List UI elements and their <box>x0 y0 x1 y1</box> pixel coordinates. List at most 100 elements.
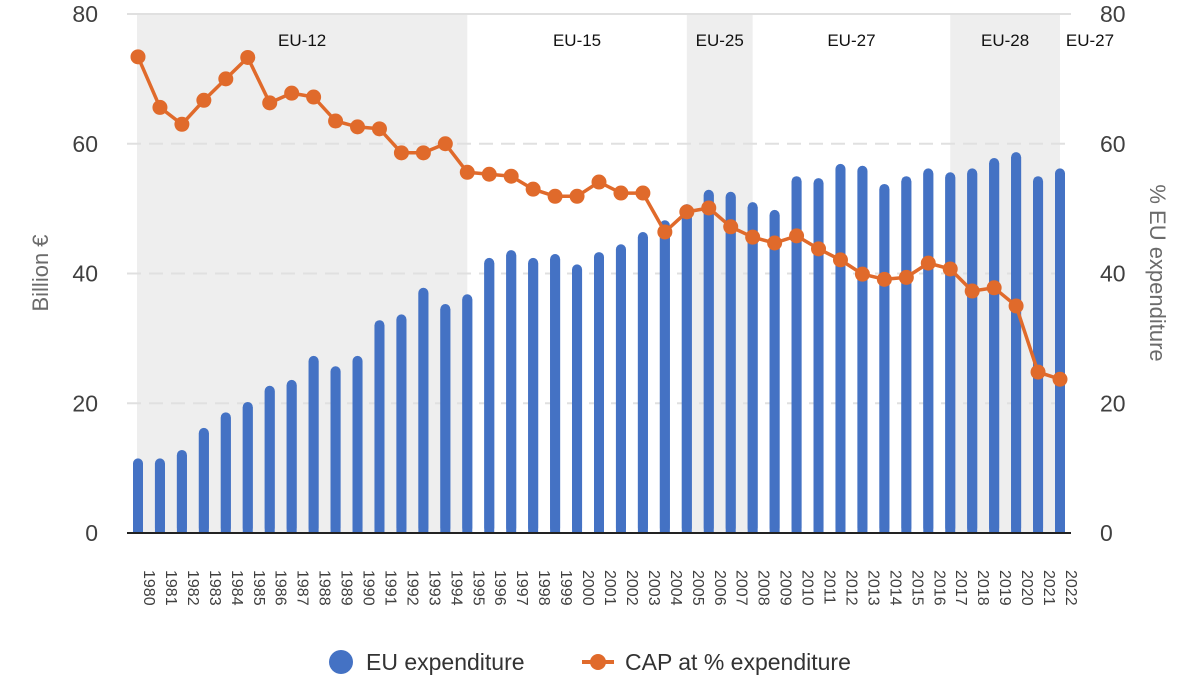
bar-body-1987 <box>286 384 297 533</box>
legend-label-eu-expenditure: EU expenditure <box>366 649 525 675</box>
cap-point-1999 <box>547 188 563 204</box>
x-tick-label: 1985 <box>250 570 267 606</box>
x-tick-label: 2012 <box>842 570 859 606</box>
bar-body-2009 <box>769 214 780 534</box>
y-tick-right: 0 <box>1100 520 1113 546</box>
bar-body-2016 <box>923 173 934 533</box>
x-tick-label: 2008 <box>755 570 772 606</box>
x-tick-label: 2018 <box>974 570 991 606</box>
y-axis-title-right: % EU expenditure <box>1145 184 1170 361</box>
cap-point-1983 <box>196 92 212 108</box>
bar-body-2003 <box>637 236 648 534</box>
bar-body-1983 <box>198 432 209 533</box>
legend-item-cap-share[interactable]: CAP at % expenditure <box>582 649 851 675</box>
cap-point-1998 <box>525 181 541 197</box>
bar-body-1982 <box>176 454 187 533</box>
bar-body-1994 <box>440 308 451 533</box>
band-eu-12 <box>137 14 468 533</box>
cap-point-2013 <box>854 266 870 282</box>
y-tick-right: 80 <box>1100 1 1126 27</box>
legend-item-eu-expenditure[interactable]: EU expenditure <box>329 649 525 675</box>
x-tick-label: 1989 <box>338 570 355 606</box>
cap-point-2008 <box>745 229 761 245</box>
bar-body-2011 <box>813 183 824 534</box>
x-tick-label: 2020 <box>1018 570 1035 606</box>
bar-body-1980 <box>133 463 143 533</box>
membership-bands <box>137 14 1060 533</box>
cap-point-1995 <box>459 164 475 180</box>
cap-point-1981 <box>152 99 168 115</box>
cap-point-2009 <box>767 235 783 251</box>
cap-point-2021 <box>1030 364 1046 380</box>
bar-body-1981 <box>154 463 165 533</box>
x-tick-label: 2009 <box>777 570 794 606</box>
cap-point-2011 <box>811 241 827 257</box>
bar-body-2006 <box>703 194 714 533</box>
bar-body-1990 <box>352 360 363 533</box>
bar-body-1985 <box>242 406 253 533</box>
bar-body-1993 <box>418 292 429 533</box>
y-axis-title-left: Billion € <box>28 234 53 311</box>
band-label: EU-25 <box>696 31 744 50</box>
x-tick-label: 1997 <box>513 570 530 606</box>
x-tick-label: 1995 <box>469 570 486 606</box>
cap-point-1991 <box>371 121 387 137</box>
cap-point-1992 <box>393 145 409 161</box>
cap-point-1988 <box>306 89 322 105</box>
x-tick-label: 1980 <box>140 570 157 606</box>
bar-body-2018 <box>967 173 978 533</box>
x-tick-label: 1990 <box>360 570 377 606</box>
x-tick-label: 2007 <box>733 570 750 606</box>
x-tick-label: 1996 <box>491 570 508 606</box>
cap-point-1990 <box>350 119 366 135</box>
bar-body-1999 <box>550 259 561 533</box>
y-tick-left: 20 <box>72 390 98 416</box>
cap-point-2014 <box>876 271 892 287</box>
y-tick-right: 20 <box>1100 390 1126 416</box>
bar-body-1986 <box>264 390 275 533</box>
x-tick-label: 2005 <box>689 570 706 606</box>
y-tick-left: 0 <box>85 520 98 546</box>
cap-point-1987 <box>284 85 300 101</box>
bar-body-2020 <box>1011 157 1022 533</box>
x-tick-label: 1991 <box>381 570 398 606</box>
cap-point-2010 <box>789 228 805 244</box>
x-tick-label: 1983 <box>206 570 223 606</box>
cap-point-2015 <box>898 269 914 285</box>
bar-body-2001 <box>594 257 604 533</box>
cap-point-2003 <box>635 185 651 201</box>
x-tick-label: 2017 <box>952 570 969 606</box>
legend-bar-swatch-icon <box>329 650 353 674</box>
x-tick-label: 2019 <box>996 570 1013 606</box>
bar-body-1997 <box>506 255 517 533</box>
x-tick-label: 1986 <box>272 570 289 606</box>
x-tick-label: 2000 <box>579 570 596 606</box>
cap-point-2001 <box>591 174 607 190</box>
bar-body-2010 <box>791 181 802 533</box>
band-label: EU-28 <box>981 31 1029 50</box>
x-tick-label: 1982 <box>184 570 201 606</box>
x-tick-label: 1992 <box>403 570 420 606</box>
cap-point-2016 <box>920 255 936 271</box>
cap-point-1997 <box>503 168 519 184</box>
x-tick-label: 2002 <box>623 570 640 606</box>
band-eu-25 <box>686 14 753 533</box>
bar-body-2021 <box>1033 181 1044 533</box>
x-tick-label: 1984 <box>228 570 245 606</box>
x-tick-label: 2003 <box>645 570 662 606</box>
bar-body-2005 <box>681 209 692 534</box>
x-tick-label: 1994 <box>447 570 464 606</box>
x-tick-label: 2016 <box>930 570 947 606</box>
cap-point-2012 <box>832 252 848 268</box>
cap-point-2018 <box>964 283 980 299</box>
cap-point-1989 <box>328 113 344 129</box>
band-label: EU-15 <box>553 31 601 50</box>
cap-share-line <box>130 49 1068 387</box>
y-tick-left: 80 <box>72 1 98 27</box>
x-tick-label: 1998 <box>535 570 552 606</box>
bar-body-2002 <box>615 249 626 533</box>
bar-body-2008 <box>747 207 758 533</box>
bar-body-1989 <box>330 371 341 533</box>
